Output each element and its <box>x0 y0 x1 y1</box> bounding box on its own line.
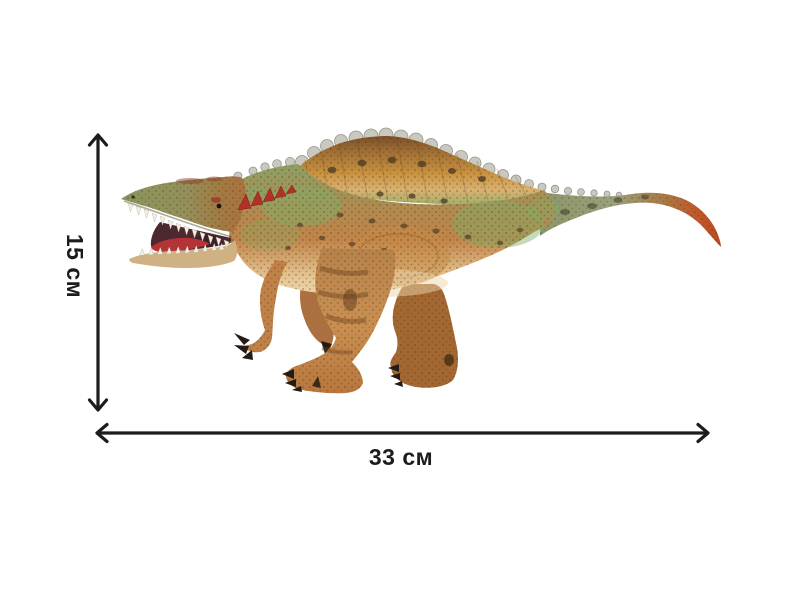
neck-crest-spikes <box>237 184 297 211</box>
width-dimension-label: 33 см <box>368 444 434 470</box>
near-arm-claws <box>234 333 253 360</box>
body-spots <box>285 212 523 253</box>
width-arrow-head-left <box>95 422 109 444</box>
width-dimension-arrow <box>95 422 710 444</box>
lower-jaw <box>129 240 238 268</box>
dinosaur-eye <box>216 203 222 209</box>
tongue <box>151 237 210 253</box>
dinosaur-tail <box>540 192 721 247</box>
dinosaur-far-leg <box>388 284 458 388</box>
dinosaur-near-arm <box>234 260 288 360</box>
dinosaur-head <box>121 176 297 268</box>
dinosaur-far-arm <box>300 268 334 355</box>
near-foot-claws <box>282 369 321 392</box>
far-foot-claws <box>388 364 403 387</box>
nostril <box>131 195 135 199</box>
height-arrow-head-bottom <box>87 398 109 412</box>
spinosaurus-figure <box>121 127 721 394</box>
height-dimension-label: 15 см <box>62 233 88 299</box>
upper-teeth <box>127 202 230 249</box>
height-dimension-arrow <box>87 133 109 412</box>
dinosaur-near-leg <box>282 248 396 394</box>
width-arrow-head-right <box>696 422 710 444</box>
height-arrow-head-top <box>87 133 109 147</box>
lower-teeth <box>139 242 225 256</box>
dimension-arrows <box>87 133 710 444</box>
